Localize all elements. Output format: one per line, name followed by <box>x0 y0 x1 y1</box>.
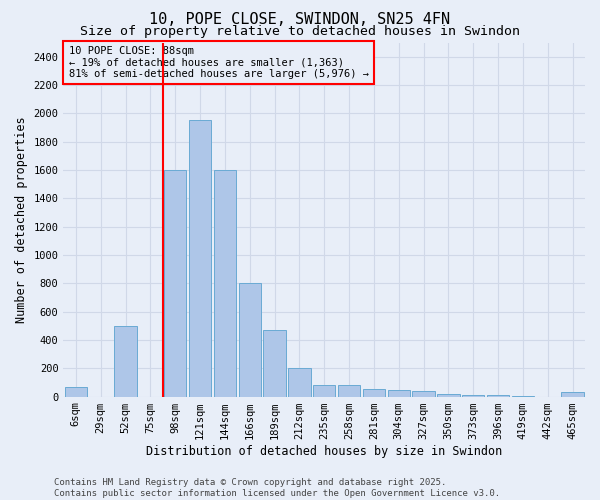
Bar <box>313 386 335 396</box>
Bar <box>115 326 137 396</box>
Bar <box>288 368 311 396</box>
Text: 10, POPE CLOSE, SWINDON, SN25 4FN: 10, POPE CLOSE, SWINDON, SN25 4FN <box>149 12 451 28</box>
Bar <box>562 392 584 396</box>
Bar <box>263 330 286 396</box>
Text: Size of property relative to detached houses in Swindon: Size of property relative to detached ho… <box>80 25 520 38</box>
Bar <box>239 284 261 397</box>
Bar <box>388 390 410 396</box>
Bar <box>214 170 236 396</box>
Text: 10 POPE CLOSE: 88sqm
← 19% of detached houses are smaller (1,363)
81% of semi-de: 10 POPE CLOSE: 88sqm ← 19% of detached h… <box>68 46 368 79</box>
Bar <box>412 391 435 396</box>
Bar <box>487 395 509 396</box>
Bar <box>462 395 484 396</box>
Bar <box>65 388 87 396</box>
Y-axis label: Number of detached properties: Number of detached properties <box>15 116 28 323</box>
Bar <box>437 394 460 396</box>
Bar <box>338 386 360 396</box>
Bar <box>164 170 187 396</box>
Bar <box>363 389 385 396</box>
X-axis label: Distribution of detached houses by size in Swindon: Distribution of detached houses by size … <box>146 444 502 458</box>
Bar <box>189 120 211 396</box>
Text: Contains HM Land Registry data © Crown copyright and database right 2025.
Contai: Contains HM Land Registry data © Crown c… <box>54 478 500 498</box>
